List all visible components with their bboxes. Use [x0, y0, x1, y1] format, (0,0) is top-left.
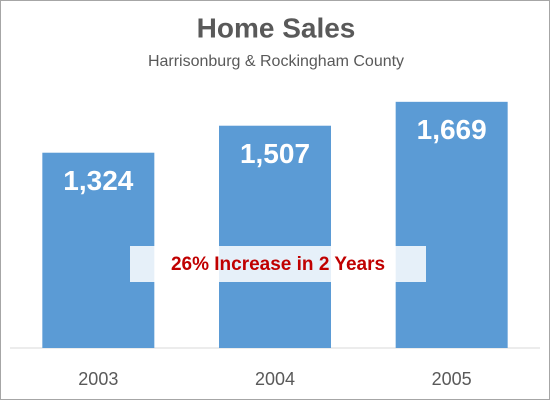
bar — [395, 101, 508, 348]
bar — [219, 125, 331, 348]
x-tick-label: 2003 — [78, 369, 118, 389]
chart-subtitle: Harrisonburg & Rockingham County — [148, 53, 404, 70]
x-tick-label: 2004 — [255, 369, 295, 389]
annotation: 26% Increase in 2 Years — [171, 254, 385, 275]
x-tick-label: 2005 — [432, 369, 472, 389]
chart-title: Home Sales — [197, 12, 356, 43]
value-label: 1,669 — [417, 114, 487, 145]
value-label: 1,507 — [240, 138, 310, 169]
annotation-box — [130, 246, 426, 282]
value-label: 1,324 — [63, 165, 133, 196]
